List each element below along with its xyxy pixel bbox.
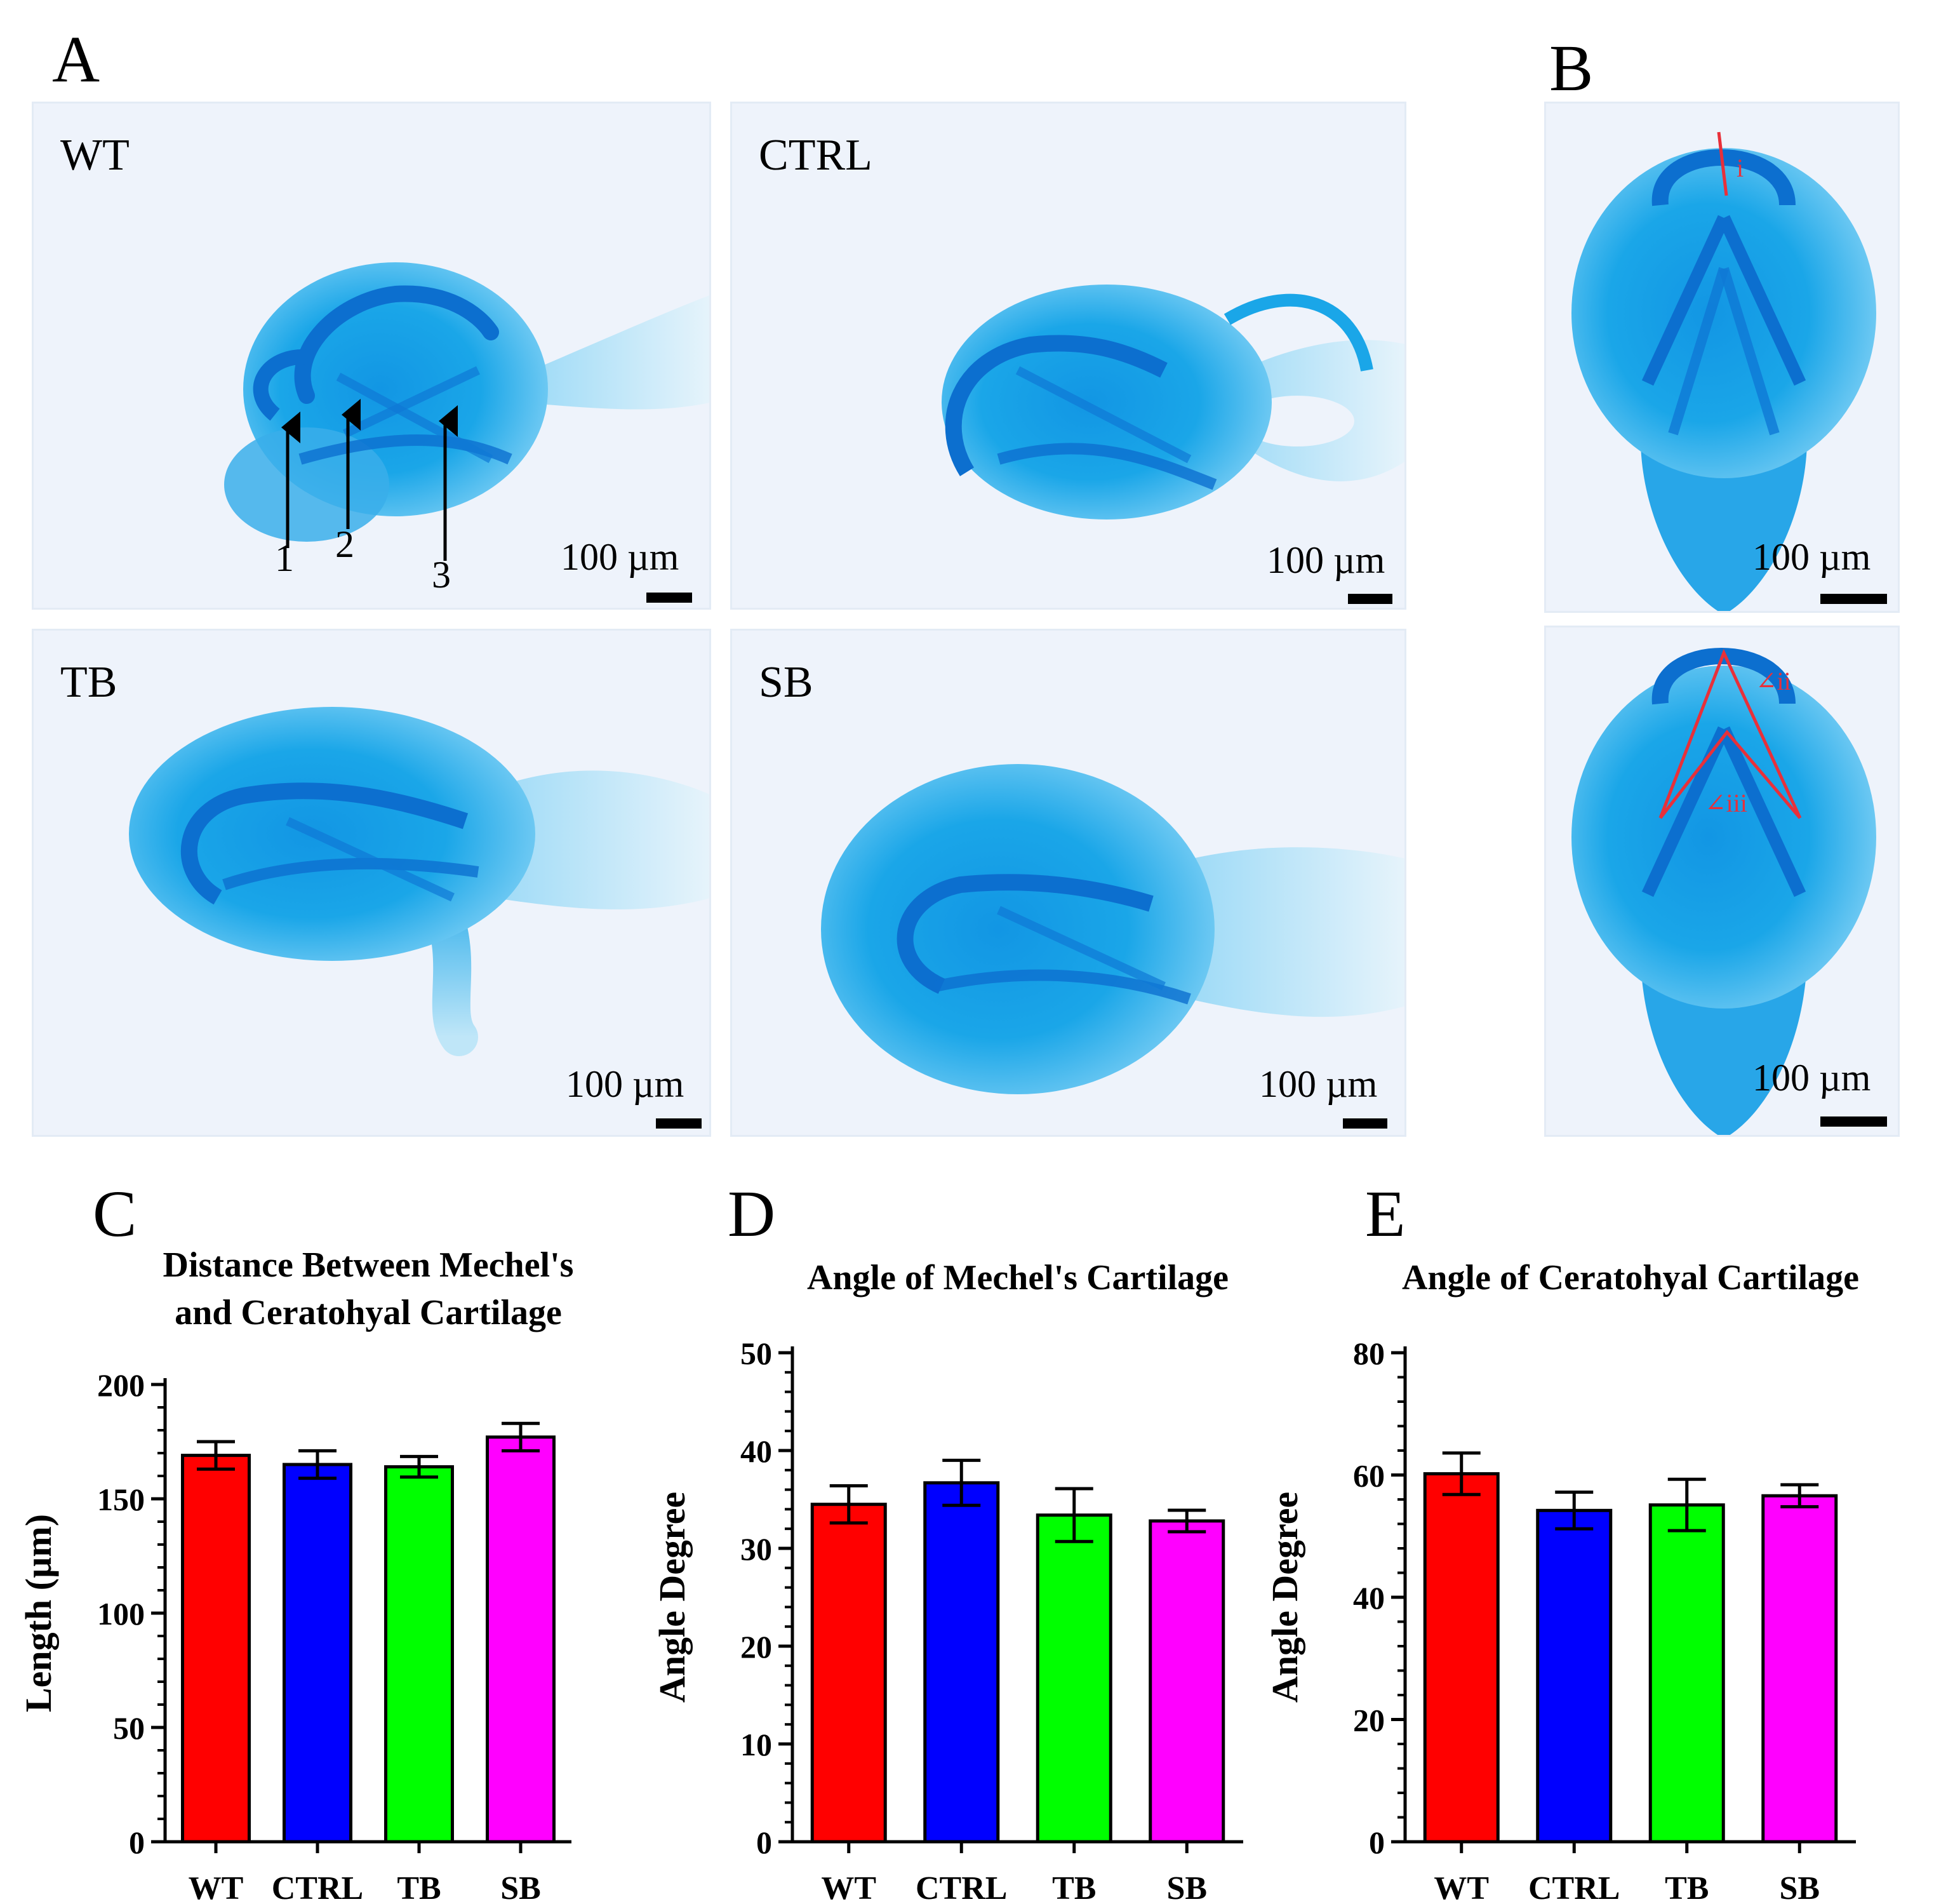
photo-ctrl: CTRL 100 µm <box>730 102 1406 610</box>
panel-letter-a: A <box>52 23 100 96</box>
photo-b-bottom: ∠ii ∠iii 100 µm <box>1544 626 1900 1137</box>
fish-head-wt <box>224 262 709 561</box>
panel-letter-e: E <box>1365 1177 1406 1250</box>
chart-e-y-tick-label: 80 <box>1353 1336 1385 1371</box>
panel-letter-d: D <box>728 1177 776 1250</box>
annotation-ii: ∠ii <box>1756 667 1791 695</box>
arrow-label-2: 2 <box>335 523 354 565</box>
chart-e-y-tick-label: 20 <box>1353 1703 1385 1738</box>
chart-d-bar-tb <box>1036 1513 1112 1844</box>
chart-c-y-label: Length (µm) <box>18 1514 59 1712</box>
chart-c-y-tick-label: 100 <box>97 1596 145 1632</box>
chart-c-y-tick-label: 150 <box>97 1482 145 1517</box>
photo-label-wt: WT <box>60 131 130 180</box>
chart-d-y-tick-label: 20 <box>740 1629 772 1665</box>
arrow-label-1: 1 <box>275 537 294 579</box>
fish-head-ctrl <box>942 285 1404 520</box>
chart-e-bar-ctrl <box>1536 1508 1613 1844</box>
photo-label-tb: TB <box>60 658 117 707</box>
photo-label-ctrl: CTRL <box>759 131 872 180</box>
photo-b-top: i 100 µm <box>1544 102 1900 613</box>
chart-e-bar-wt <box>1423 1472 1500 1844</box>
chart-e-y-tick-label: 0 <box>1369 1825 1385 1860</box>
chart-c-x-tick-label-tb: TB <box>397 1870 441 1904</box>
scale-text-wt: 100 µm <box>561 536 679 578</box>
chart-e-x-tick-label-tb: TB <box>1665 1870 1709 1904</box>
chart-d-y-tick-label: 30 <box>740 1531 772 1567</box>
chart-e-x-tick-label-wt: WT <box>1434 1870 1489 1904</box>
chart-e-x-tick-label-ctrl: CTRL <box>1528 1870 1620 1904</box>
annotation-i: i <box>1737 154 1744 182</box>
fish-head-tb <box>129 707 709 1056</box>
chart-e-bar-tb <box>1648 1503 1725 1844</box>
scale-bar-sb <box>1343 1118 1387 1129</box>
chart-e-y-tick-label: 40 <box>1353 1580 1385 1616</box>
photo-label-sb: SB <box>759 658 813 707</box>
chart-d-y-tick-label: 10 <box>740 1727 772 1762</box>
scale-bar-tb <box>656 1118 702 1129</box>
chart-e-title-line-0: Angle of Ceratohyal Cartilage <box>1402 1258 1859 1297</box>
chart-e-x-tick-label-sb: SB <box>1779 1870 1820 1904</box>
chart-d-y-tick-label: 40 <box>740 1433 772 1469</box>
scale-bar-b-top <box>1820 594 1887 604</box>
chart-d-y-tick-label: 50 <box>740 1336 772 1371</box>
scale-bar-b-bottom <box>1820 1116 1887 1127</box>
chart-e-bar-sb <box>1761 1494 1838 1844</box>
scale-bar-ctrl <box>1348 594 1392 604</box>
fish-head-sb <box>821 764 1404 1094</box>
photo-sb: SB 100 µm <box>730 629 1406 1137</box>
scale-text-b-bottom: 100 µm <box>1752 1057 1871 1099</box>
chart-c-y-tick-label: 200 <box>97 1367 145 1403</box>
arrow-label-3: 3 <box>432 554 451 596</box>
chart-d-title-line-0: Angle of Mechel's Cartilage <box>807 1258 1229 1297</box>
panel-letter-b: B <box>1549 32 1594 105</box>
chart-c-title-line-0: Distance Between Mechel's <box>163 1245 574 1285</box>
chart-c-x-tick-label-sb: SB <box>500 1870 541 1904</box>
chart-d-x-tick-label-wt: WT <box>821 1870 876 1904</box>
chart-c-bar-ctrl <box>283 1463 352 1844</box>
chart-d-y-tick-label: 0 <box>756 1825 772 1860</box>
chart-d-x-tick-label-sb: SB <box>1166 1870 1207 1904</box>
scale-text-ctrl: 100 µm <box>1267 539 1385 581</box>
chart-c-y-tick-label: 0 <box>129 1825 145 1860</box>
chart-c-x-tick-label-ctrl: CTRL <box>272 1870 363 1904</box>
chart-e-y-label: Angle Degree <box>1264 1492 1305 1703</box>
scale-text-sb: 100 µm <box>1259 1063 1378 1105</box>
chart-c-bar-wt <box>181 1454 251 1844</box>
panel-letter-c: C <box>93 1177 137 1250</box>
photo-tb: TB 100 µm <box>32 629 711 1137</box>
fish-ventral-b-bottom: ∠ii ∠iii <box>1571 648 1876 1135</box>
scale-text-tb: 100 µm <box>566 1063 684 1105</box>
photo-wt: WT 1 2 3 100 µm <box>32 102 711 610</box>
chart-e-y-tick-label: 60 <box>1353 1458 1385 1494</box>
chart-c-y-tick-label: 50 <box>113 1710 145 1746</box>
scale-bar-wt <box>646 593 692 603</box>
chart-d-y-label: Angle Degree <box>651 1492 693 1703</box>
chart-d-x-tick-label-tb: TB <box>1052 1870 1096 1904</box>
scale-text-b-top: 100 µm <box>1752 536 1871 578</box>
chart-d-x-tick-label-ctrl: CTRL <box>916 1870 1007 1904</box>
chart-c-x-tick-label-wt: WT <box>189 1870 244 1904</box>
fish-ventral-b-top: i <box>1571 131 1876 611</box>
chart-c-title-line-1: and Ceratohyal Cartilage <box>175 1293 562 1332</box>
annotation-iii: ∠iii <box>1705 789 1747 817</box>
